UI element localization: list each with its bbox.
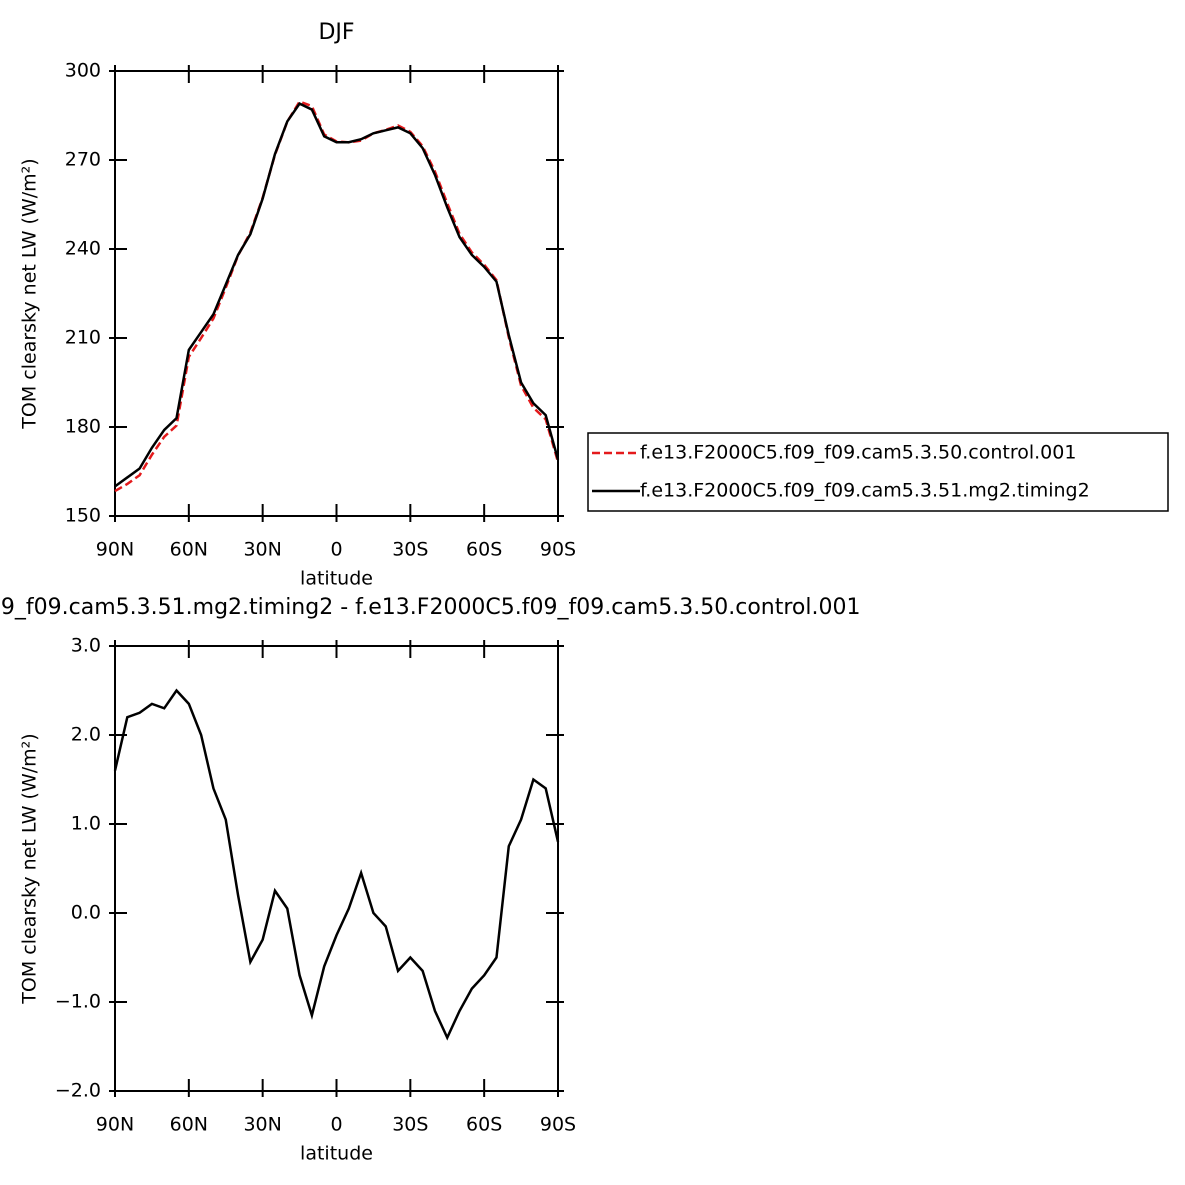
y-tick-label: −2.0 xyxy=(55,1080,101,1102)
y-tick-label: 270 xyxy=(65,149,101,171)
y-tick-label: 1.0 xyxy=(71,813,101,835)
x-axis-label: latitude xyxy=(300,568,373,590)
x-tick-label: 90S xyxy=(540,539,576,561)
y-axis-label: TOM clearsky net LW (W/m²) xyxy=(19,158,41,429)
x-tick-label: 90S xyxy=(540,1114,576,1136)
x-tick-label: 30N xyxy=(243,1114,281,1136)
x-tick-label: 0 xyxy=(330,1114,342,1136)
y-tick-label: 210 xyxy=(65,327,101,349)
chart-title: f.e13.F2000C5.f09_f09.cam5.3.51.mg2.timi… xyxy=(0,595,860,620)
legend-label: f.e13.F2000C5.f09_f09.cam5.3.51.mg2.timi… xyxy=(640,480,1090,502)
plot-frame xyxy=(114,645,559,1092)
chart-title: DJF xyxy=(318,20,354,45)
x-tick-label: 30N xyxy=(243,539,281,561)
y-tick-label: −1.0 xyxy=(55,991,101,1013)
y-tick-label: 300 xyxy=(65,60,101,82)
x-tick-label: 60N xyxy=(170,1114,208,1136)
x-axis-label: latitude xyxy=(300,1143,373,1165)
plot-frame xyxy=(114,70,559,517)
x-tick-label: 30S xyxy=(392,539,428,561)
y-tick-label: 180 xyxy=(65,416,101,438)
legend-label: f.e13.F2000C5.f09_f09.cam5.3.50.control.… xyxy=(640,442,1076,464)
legend-box xyxy=(587,432,1169,512)
line-series xyxy=(114,100,560,493)
x-tick-label: 90N xyxy=(96,1114,134,1136)
x-tick-label: 60S xyxy=(466,1114,502,1136)
line-series xyxy=(113,688,560,1041)
y-tick-label: 2.0 xyxy=(71,724,101,746)
line-series xyxy=(114,102,560,488)
y-axis-label: TOM clearsky net LW (W/m²) xyxy=(19,733,41,1004)
x-tick-label: 90N xyxy=(96,539,134,561)
y-tick-label: 0.0 xyxy=(71,902,101,924)
x-tick-label: 0 xyxy=(330,539,342,561)
x-tick-label: 60N xyxy=(170,539,208,561)
y-tick-label: 240 xyxy=(65,238,101,260)
x-tick-label: 30S xyxy=(392,1114,428,1136)
y-tick-label: 3.0 xyxy=(71,635,101,657)
y-tick-label: 150 xyxy=(65,505,101,527)
x-tick-label: 60S xyxy=(466,539,502,561)
